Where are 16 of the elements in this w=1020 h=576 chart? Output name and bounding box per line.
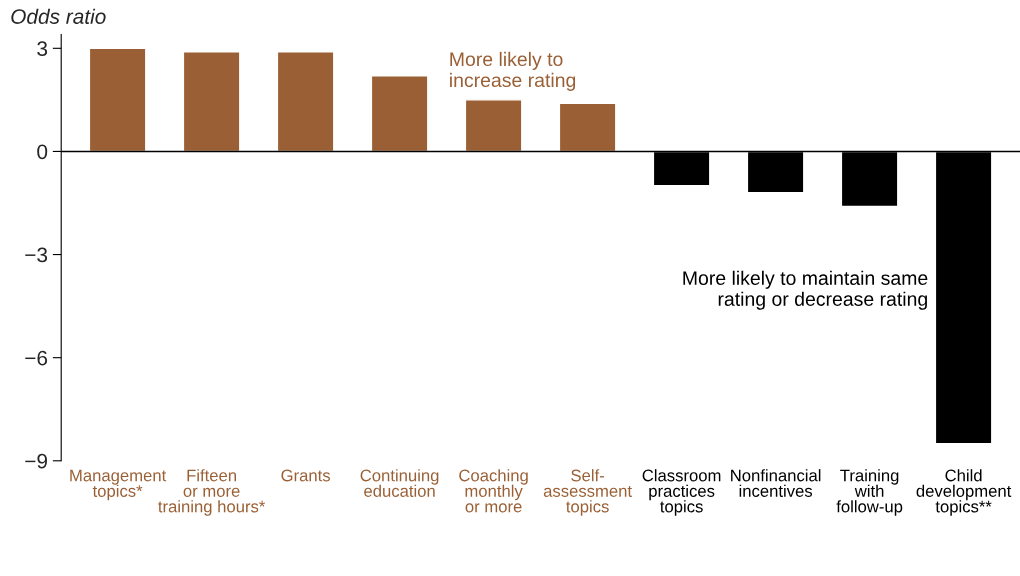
y-tick-label: −9 — [25, 453, 48, 469]
x-tick-label: Coaching monthly or more — [459, 469, 528, 513]
x-tick-label: Nonfinancial incentives — [731, 469, 821, 497]
y-axis-title: Odds ratio — [11, 8, 106, 24]
annotation: More likely to maintain same rating or decrease rating — [683, 270, 928, 310]
x-tick-label: Self- assessment topics — [543, 469, 632, 516]
y-tick-label: 0 — [37, 144, 48, 160]
x-tick-label: Grants — [281, 469, 331, 482]
x-tick-label: Classroom practices topics — [642, 469, 721, 516]
y-tick-label: −6 — [25, 350, 48, 366]
y-tick-label: 3 — [37, 41, 48, 57]
y-tick-label: −3 — [25, 247, 48, 263]
annotation: More likely to increase rating — [450, 51, 576, 91]
x-tick-label: Training with follow-up — [836, 469, 903, 516]
x-tick-label: Continuing education — [360, 469, 439, 497]
x-tick-label: Child development topics** — [916, 469, 1012, 516]
